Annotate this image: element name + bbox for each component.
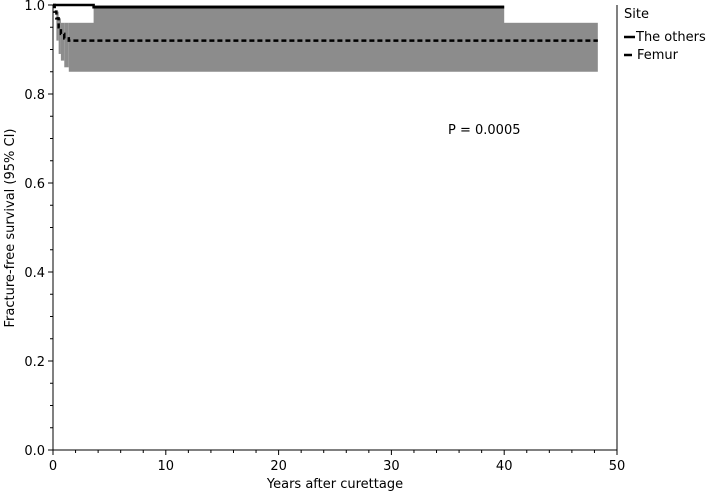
x-tick-label: 10 <box>158 459 175 474</box>
legend: Site The others Femur <box>624 7 706 63</box>
ci-band-segment <box>68 22 598 72</box>
x-axis-ticks: 0 10 20 30 40 50 <box>49 450 625 474</box>
ci-band-segment <box>58 18 61 54</box>
y-tick-label: 0.2 <box>24 355 45 370</box>
y-tick-label: 0.8 <box>24 88 45 103</box>
y-tick-label: 0.0 <box>24 444 45 459</box>
x-axis-label: Years after curettage <box>266 477 403 492</box>
legend-label-the-others: The others <box>635 30 706 45</box>
x-tick-label: 30 <box>383 459 400 474</box>
y-axis-label: Fracture-free survival (95% CI) <box>3 129 18 328</box>
x-tick-label: 20 <box>270 459 287 474</box>
confidence-bands <box>56 5 598 72</box>
ci-band-segment <box>60 22 65 61</box>
survival-curve-the-others <box>53 3 505 9</box>
legend-title: Site <box>624 7 649 22</box>
survival-curves <box>53 3 598 42</box>
x-tick-label: 0 <box>49 459 57 474</box>
legend-label-femur: Femur <box>637 48 679 63</box>
p-value-annotation: P = 0.0005 <box>448 123 520 138</box>
x-tick-label: 50 <box>609 459 626 474</box>
y-tick-label: 0.6 <box>24 177 45 192</box>
survival-curve-femur <box>53 3 598 42</box>
y-axis-ticks: 0.0 0.2 0.4 0.6 0.8 1.0 <box>24 0 53 459</box>
y-tick-label: 1.0 <box>24 0 45 14</box>
ci-band-segment <box>64 22 69 68</box>
ci-band-segment <box>93 5 505 26</box>
x-tick-label: 40 <box>496 459 513 474</box>
y-tick-label: 0.4 <box>24 266 45 281</box>
